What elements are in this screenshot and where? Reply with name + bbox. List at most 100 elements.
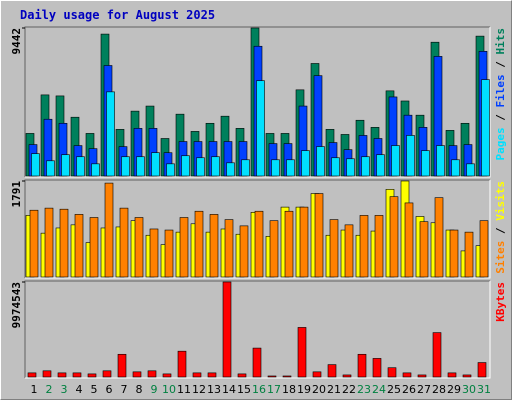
bar (177, 350, 187, 378)
bar (301, 150, 310, 177)
plot-border (24, 26, 490, 177)
bar (179, 217, 189, 278)
plot-border (24, 179, 490, 278)
bar (194, 210, 204, 278)
bar (132, 371, 142, 378)
y-tick-label: 9974543 (10, 282, 23, 328)
bar (87, 373, 97, 378)
bar (222, 281, 232, 378)
bar (387, 367, 397, 378)
x-tick-label: 7 (121, 383, 128, 396)
bar (374, 215, 384, 278)
bar (312, 371, 322, 378)
bar (61, 154, 70, 177)
plot-border (25, 281, 491, 379)
plot-border (24, 280, 490, 378)
legend: KBytes (494, 282, 507, 322)
bar (237, 373, 247, 378)
plot-border (25, 180, 491, 279)
x-tick-label: 9 (151, 383, 158, 396)
bar (346, 158, 355, 177)
x-tick-label: 8 (136, 383, 143, 396)
bar (254, 210, 264, 278)
x-tick-label: 31 (477, 383, 491, 396)
bar (391, 145, 400, 177)
bar (209, 214, 219, 278)
x-tick-label: 26 (402, 383, 416, 396)
bar (151, 152, 160, 177)
bar (46, 160, 55, 177)
bar (464, 231, 474, 278)
bar (314, 193, 324, 278)
bar (102, 370, 112, 378)
bar (256, 80, 265, 177)
bar (252, 347, 262, 378)
bar (27, 372, 37, 378)
legend-entry: KBytes (494, 282, 507, 322)
bar (342, 374, 352, 378)
bar (376, 154, 385, 177)
bar (284, 210, 294, 278)
bar (119, 207, 129, 278)
x-tick-label: 17 (267, 383, 281, 396)
bar (104, 182, 114, 278)
bar (59, 208, 69, 278)
bar (466, 163, 475, 177)
bar (267, 375, 277, 378)
bar (166, 163, 175, 177)
y-tick-label: 9442 (10, 28, 23, 55)
bar (404, 202, 414, 278)
x-tick-label: 28 (432, 383, 446, 396)
x-tick-label: 11 (177, 383, 191, 396)
x-tick-label: 23 (357, 383, 371, 396)
bar (136, 156, 145, 177)
plot-border (25, 27, 491, 178)
bar (357, 353, 367, 378)
bar (447, 372, 457, 378)
bar (331, 157, 340, 177)
bar (241, 159, 250, 177)
x-tick-label: 24 (372, 383, 386, 396)
x-tick-label: 22 (342, 383, 356, 396)
bar (57, 372, 67, 378)
bar (299, 206, 309, 278)
bar (434, 197, 444, 278)
bar (207, 372, 217, 378)
bar (196, 157, 205, 177)
legend: Sites / Visits (494, 181, 507, 274)
bar (451, 159, 460, 177)
legend: Pages / Files / Hits (494, 28, 507, 161)
bar (149, 228, 159, 278)
bar (477, 362, 487, 378)
bar (72, 372, 82, 378)
x-tick-label: 29 (447, 383, 461, 396)
bar (89, 217, 99, 278)
bar (162, 373, 172, 378)
bar (316, 146, 325, 177)
x-tick-label: 25 (387, 383, 401, 396)
bar (372, 358, 382, 378)
x-tick-label: 18 (282, 383, 296, 396)
bar (211, 156, 220, 177)
x-tick-label: 19 (297, 383, 311, 396)
x-tick-label: 4 (76, 383, 83, 396)
bar (117, 353, 127, 378)
x-tick-label: 27 (417, 383, 431, 396)
bar (329, 219, 339, 278)
legend-separator: / (494, 55, 507, 75)
x-tick-label: 21 (327, 383, 341, 396)
x-tick-label: 13 (207, 383, 221, 396)
bar (389, 196, 399, 278)
bar (449, 229, 459, 278)
bar (42, 370, 52, 378)
legend-entry: Sites (494, 241, 507, 274)
x-tick-label: 16 (252, 383, 266, 396)
bar (286, 159, 295, 177)
legend-entry: Hits (494, 28, 507, 55)
bar (359, 215, 369, 278)
x-tick-label: 12 (192, 383, 206, 396)
bar (406, 135, 415, 177)
x-tick-label: 3 (61, 383, 68, 396)
legend-separator: / (494, 108, 507, 128)
bar (361, 156, 370, 177)
